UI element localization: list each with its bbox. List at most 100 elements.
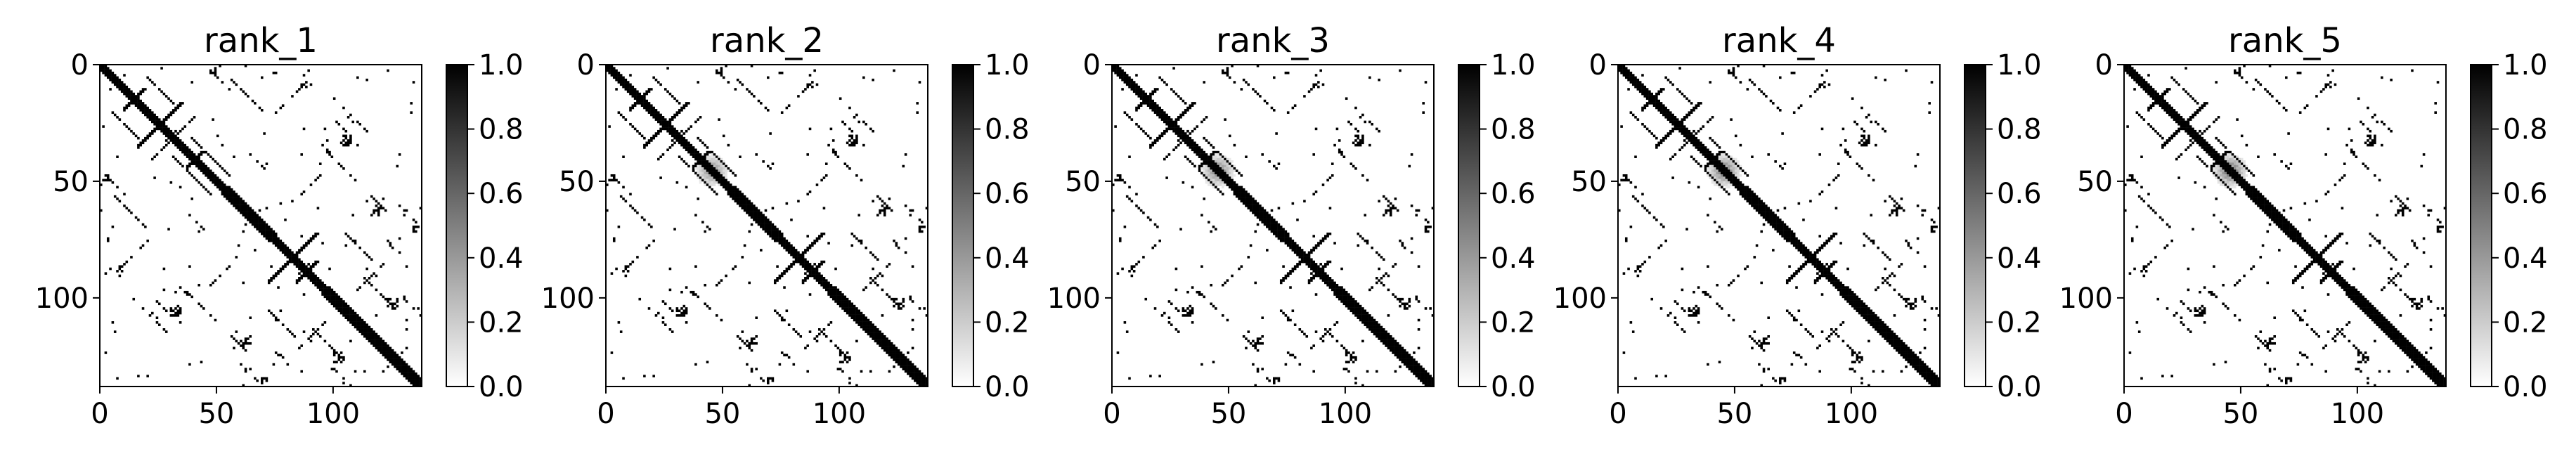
heatmap-cell (755, 216, 758, 219)
heatmap-cell (1231, 65, 1234, 67)
heatmap-cell (125, 260, 129, 264)
heatmap-cell (1641, 88, 1644, 91)
heatmap-cell (1676, 118, 1679, 121)
heatmap-cell (675, 113, 679, 117)
heatmap-cell (841, 297, 844, 301)
heatmap-cell (606, 67, 609, 70)
heatmap-cell (820, 235, 823, 238)
heatmap-cell (167, 141, 170, 145)
heatmap-cell (328, 267, 331, 271)
heatmap-cell (1331, 279, 1334, 282)
heatmap-cell (1203, 81, 1205, 84)
heatmap-cell (139, 104, 142, 107)
heatmap-cell (682, 141, 686, 145)
heatmap-cell (171, 155, 175, 158)
heatmap-cell (123, 106, 126, 110)
heatmap-cell (205, 167, 207, 170)
heatmap-cell (1385, 339, 1387, 343)
heatmap-cell (790, 249, 793, 252)
heatmap-cell (1399, 349, 1402, 352)
heatmap-cell (1408, 304, 1411, 308)
heatmap-cell (214, 318, 217, 322)
heatmap-cell (235, 200, 238, 203)
heatmap-cell (1431, 314, 1435, 317)
heatmap-cell (673, 116, 676, 119)
heatmap-cell (713, 167, 716, 170)
heatmap-cell (846, 309, 849, 313)
heatmap-cell (671, 129, 674, 133)
heatmap-cell (111, 71, 115, 74)
heatmap-cell (370, 328, 373, 331)
heatmap-cell (636, 95, 639, 98)
heatmap-cell (293, 335, 297, 338)
heatmap-cell (169, 99, 173, 103)
heatmap-cell (120, 270, 124, 273)
heatmap-cell (792, 246, 796, 249)
heatmap-cell (666, 125, 669, 128)
heatmap-cell (1725, 153, 1728, 156)
heatmap-cell (1193, 164, 1196, 168)
heatmap-cell (890, 351, 893, 354)
heatmap-cell (1266, 221, 1269, 223)
heatmap-cell (713, 176, 716, 179)
heatmap-cell (1714, 162, 1716, 165)
heatmap-cell (1382, 342, 1385, 345)
heatmap-cell (839, 361, 842, 364)
heatmap-cell (137, 375, 140, 377)
heatmap-cell (1643, 104, 1647, 107)
heatmap-cell (1114, 69, 1117, 72)
heatmap-cell (279, 106, 283, 110)
heatmap-cell (631, 125, 635, 128)
heatmap-cell (328, 153, 331, 156)
heatmap-cell (302, 244, 306, 247)
heatmap-cell (680, 157, 683, 161)
heatmap-cell (841, 370, 844, 373)
heatmap-cell (650, 136, 653, 140)
heatmap-cell (1139, 102, 1143, 105)
heatmap-cell (804, 279, 807, 282)
heatmap-cell (713, 160, 716, 163)
heatmap-cell (1725, 160, 1728, 163)
heatmap-cell (652, 375, 655, 377)
heatmap-cell (202, 307, 205, 310)
heatmap-cell (1347, 295, 1350, 299)
heatmap-cell (134, 99, 138, 103)
heatmap-cell (1338, 293, 1341, 296)
heatmap-cell (640, 102, 644, 105)
heatmap-cell (408, 368, 410, 371)
heatmap-cell (624, 265, 628, 268)
heatmap-cell (1371, 325, 1373, 329)
heatmap-cell (1118, 74, 1122, 77)
heatmap-cell (370, 339, 373, 343)
heatmap-cell (139, 106, 142, 110)
heatmap-cell (1314, 263, 1318, 266)
heatmap-cell (664, 122, 667, 126)
heatmap-cell (813, 242, 816, 245)
heatmap-cell (1245, 81, 1248, 84)
heatmap-cell (727, 190, 730, 193)
heatmap-cell (1721, 150, 1723, 154)
heatmap-cell (419, 379, 422, 382)
heatmap-cell (328, 288, 331, 292)
heatmap-cell (1240, 188, 1243, 191)
heatmap-cell (1638, 90, 1642, 93)
heatmap-cell (869, 127, 872, 131)
heatmap-cells (1618, 65, 1941, 387)
heatmap-cell (263, 167, 266, 170)
heatmap-cell (1303, 256, 1306, 259)
heatmap-cell (671, 118, 674, 121)
heatmap-cell (1781, 132, 1784, 135)
heatmap-cell (1198, 167, 1201, 170)
heatmap-cell (148, 78, 152, 82)
heatmap-cell (1261, 209, 1264, 212)
heatmap-cell (923, 375, 926, 377)
heatmap-cell (347, 304, 350, 308)
heatmap-cell (1350, 302, 1353, 306)
heatmap-cell (839, 351, 842, 354)
heatmap-cell (1860, 139, 1863, 142)
heatmap-cell (1702, 146, 1705, 149)
heatmap-cell (818, 332, 821, 336)
heatmap-cell (1688, 139, 1691, 142)
heatmap-cell (1875, 76, 1877, 79)
